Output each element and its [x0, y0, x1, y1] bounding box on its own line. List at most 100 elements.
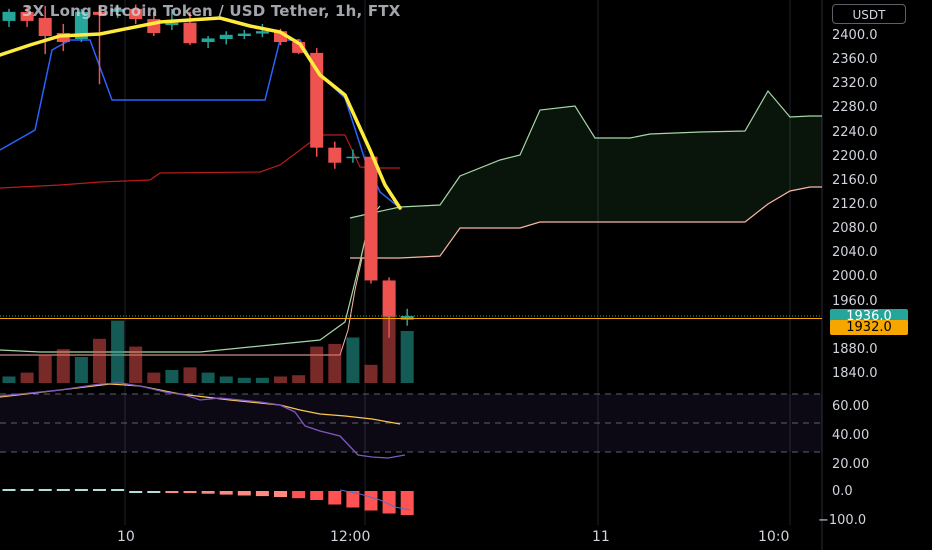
price-axis-label: 2160.0 — [832, 172, 878, 188]
rsi-ma-line — [0, 383, 401, 425]
volume-bar — [56, 349, 70, 383]
candle-body — [183, 22, 197, 44]
candle-body — [129, 8, 143, 20]
volume-bar — [255, 377, 269, 383]
candle-body — [400, 316, 414, 320]
candle-body — [165, 22, 179, 26]
volume-bar — [93, 338, 106, 383]
macd-histogram-bar — [183, 491, 197, 494]
time-axis-label: 10:0 — [758, 529, 790, 545]
volume-bar — [219, 376, 233, 383]
candle-body — [382, 280, 396, 317]
leading-span-a — [349, 89, 822, 219]
price-axis-label: 2200.0 — [832, 148, 878, 164]
tenkan-line — [0, 39, 401, 209]
price-axis-label: 2320.0 — [832, 76, 878, 92]
macd-histogram-bar — [292, 491, 306, 499]
candle-body — [74, 11, 88, 40]
macd-histogram-bar — [129, 491, 143, 493]
macd-histogram-bar — [219, 491, 233, 495]
candle-body — [2, 11, 16, 21]
macd-histogram-bar — [364, 491, 378, 511]
level-line — [0, 257, 363, 356]
volume-bar — [147, 372, 161, 383]
volume-bar — [74, 357, 88, 383]
volume-bar — [183, 367, 197, 383]
volume-bar — [274, 376, 287, 383]
rsi-line — [0, 382, 406, 459]
macd-histogram-bar — [201, 491, 215, 494]
macd-histogram-bar — [20, 489, 34, 491]
volume-bar — [237, 377, 251, 383]
macd-histogram-bar — [93, 489, 106, 491]
macd-histogram-bar — [74, 489, 88, 491]
volume-bar — [382, 294, 396, 383]
candle-body — [364, 156, 378, 281]
time-axis-label: 12:00 — [330, 529, 371, 545]
price-axis-label: 2240.0 — [832, 124, 878, 140]
chart-title: 3X Long Bitcoin Token / USD Tether, 1h, … — [22, 2, 401, 20]
volume-bar — [38, 354, 52, 383]
macd-histogram-bar — [165, 491, 179, 493]
volume-bar — [292, 375, 306, 383]
macd-histogram-bar — [346, 491, 360, 508]
candle-body — [38, 17, 52, 36]
volume-bar — [364, 364, 378, 383]
price-axis-label: 2360.0 — [832, 52, 878, 68]
macd-histogram-bar — [255, 491, 269, 497]
candle-body — [20, 11, 34, 21]
price-axis-label: 2000.0 — [832, 269, 878, 285]
price-axis-label: 2400.0 — [832, 28, 878, 43]
rsi-axis-label: 60.00 — [832, 399, 870, 414]
time-axis-label: 11 — [592, 529, 610, 545]
candle-body — [255, 31, 269, 34]
price-axis-label: 1840.0 — [832, 366, 878, 381]
macd-histogram-bar — [147, 491, 161, 493]
candle-body — [292, 42, 306, 53]
ema-line — [0, 16, 402, 210]
candle-body — [111, 8, 125, 12]
candle-body — [237, 33, 251, 36]
macd-histogram-bar — [56, 489, 70, 491]
price-axis-label: 2120.0 — [832, 197, 878, 212]
candle-body — [201, 38, 215, 43]
macd-axis-label: −100.0 — [818, 513, 867, 528]
kijun-line — [0, 134, 400, 189]
macd-axis-label: 0.0 — [832, 484, 853, 499]
ichimoku-cloud — [350, 91, 822, 258]
rsi-axis-label: 20.00 — [832, 457, 870, 472]
macd-histogram-bar — [310, 491, 324, 500]
candle-body — [346, 156, 360, 159]
volume-bar — [346, 337, 360, 383]
macd-histogram-bar — [274, 491, 287, 497]
lagging-span — [0, 205, 381, 353]
price-axis-label: 2280.0 — [832, 100, 878, 116]
mark-price-tag: 1932.0 — [830, 320, 908, 335]
volume-bar — [310, 346, 324, 383]
volume-bar — [2, 376, 16, 383]
volume-bar — [129, 346, 143, 383]
macd-histogram-bar — [111, 489, 125, 491]
macd-histogram-bar — [328, 491, 342, 505]
price-axis-label: 1960.0 — [832, 293, 878, 309]
rsi-axis-label: 40.00 — [832, 428, 870, 443]
macd-histogram-bar — [2, 489, 16, 491]
macd-histogram-bar — [400, 491, 414, 515]
volume-bar — [111, 320, 125, 383]
candle-body — [328, 147, 342, 163]
volume-bar — [165, 370, 179, 383]
volume-bar — [328, 344, 342, 383]
time-axis-label: 10 — [117, 529, 135, 545]
leading-span-b — [350, 186, 822, 259]
volume-bar — [201, 372, 215, 383]
volume-bar — [400, 331, 414, 383]
price-axis-label: 2040.0 — [832, 245, 878, 261]
volume-bar — [20, 372, 34, 383]
price-axis-label: 2080.0 — [832, 221, 878, 237]
candle-body — [274, 31, 287, 43]
macd-signal-line — [339, 489, 411, 511]
macd-histogram-bar — [38, 489, 52, 491]
candle-body — [93, 11, 106, 15]
currency-selector[interactable]: USDT — [832, 4, 906, 24]
